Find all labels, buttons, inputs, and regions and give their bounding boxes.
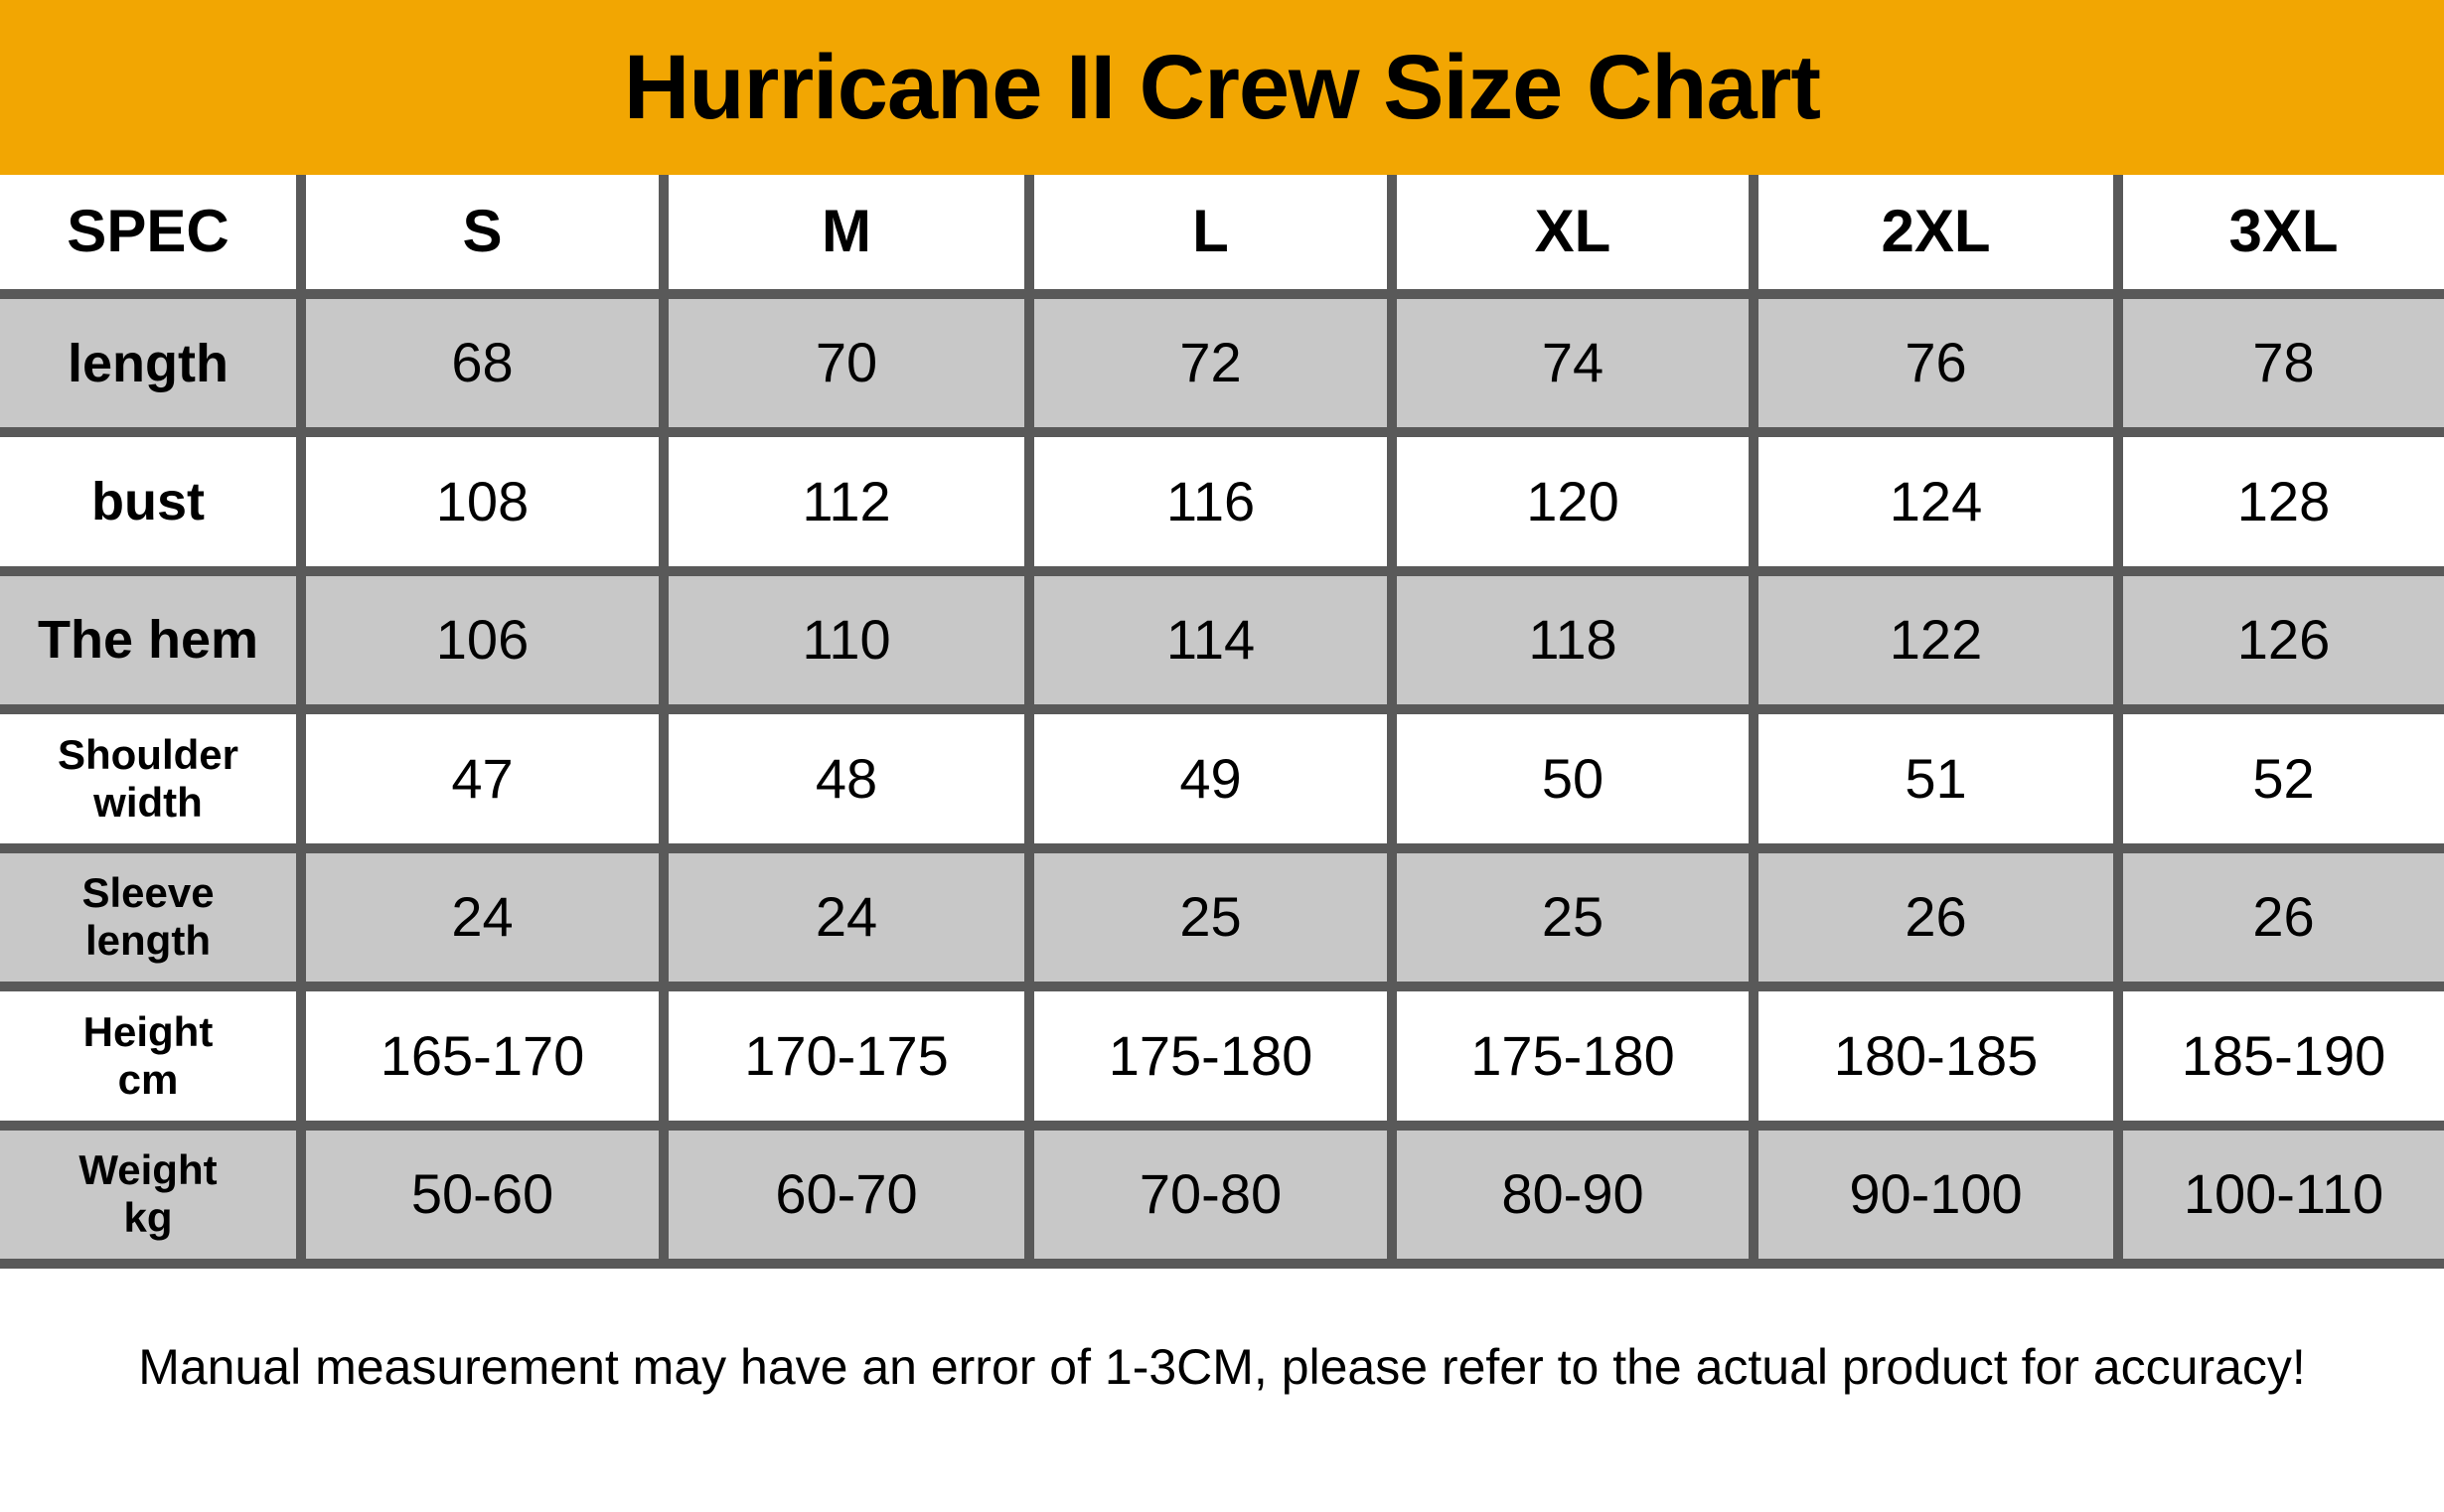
value-cell: 78 bbox=[2123, 299, 2444, 438]
value-cell: 175-180 bbox=[1034, 991, 1397, 1131]
value-cell: 51 bbox=[1758, 714, 2123, 853]
header-cell-3xl: 3XL bbox=[2123, 175, 2444, 299]
value-cell: 116 bbox=[1034, 437, 1397, 576]
table-row-shoulder-width: Shoulder width 47 48 49 50 51 52 bbox=[0, 714, 2444, 853]
value-cell: 50-60 bbox=[306, 1130, 669, 1269]
header-cell-2xl: 2XL bbox=[1758, 175, 2123, 299]
value-cell: 110 bbox=[669, 575, 1034, 715]
value-cell: 26 bbox=[2123, 852, 2444, 992]
table-row-weight: Weight kg 50-60 60-70 70-80 80-90 90-100… bbox=[0, 1130, 2444, 1269]
table-header-row: SPEC S M L XL 2XL 3XL bbox=[0, 175, 2444, 299]
value-cell: 70 bbox=[669, 299, 1034, 438]
row-label: The hem bbox=[0, 575, 306, 715]
table-row-height: Height cm 165-170 170-175 175-180 175-18… bbox=[0, 991, 2444, 1131]
row-label: Height cm bbox=[0, 991, 306, 1131]
value-cell: 70-80 bbox=[1034, 1130, 1397, 1269]
row-label: Shoulder width bbox=[0, 714, 306, 853]
value-cell: 165-170 bbox=[306, 991, 669, 1131]
value-cell: 72 bbox=[1034, 299, 1397, 438]
value-cell: 80-90 bbox=[1397, 1130, 1758, 1269]
value-cell: 50 bbox=[1397, 714, 1758, 853]
value-cell: 49 bbox=[1034, 714, 1397, 853]
table-row-sleeve-length: Sleeve length 24 24 25 25 26 26 bbox=[0, 852, 2444, 992]
value-cell: 24 bbox=[306, 852, 669, 992]
value-cell: 26 bbox=[1758, 852, 2123, 992]
row-label-line1: Weight bbox=[78, 1145, 218, 1193]
row-label: bust bbox=[0, 437, 306, 576]
value-cell: 90-100 bbox=[1758, 1130, 2123, 1269]
value-cell: 114 bbox=[1034, 575, 1397, 715]
header-cell-xl: XL bbox=[1397, 175, 1758, 299]
row-label-line2: width bbox=[93, 778, 203, 826]
value-cell: 47 bbox=[306, 714, 669, 853]
value-cell: 120 bbox=[1397, 437, 1758, 576]
measurement-note: Manual measurement may have an error of … bbox=[138, 1338, 2306, 1395]
table-row-hem: The hem 106 110 114 118 122 126 bbox=[0, 575, 2444, 715]
header-cell-l: L bbox=[1034, 175, 1397, 299]
row-label-line2: cm bbox=[117, 1055, 179, 1103]
value-cell: 128 bbox=[2123, 437, 2444, 576]
size-table: SPEC S M L XL 2XL 3XL length 68 70 72 74… bbox=[0, 175, 2444, 1269]
row-label: Weight kg bbox=[0, 1130, 306, 1269]
header-cell-spec: SPEC bbox=[0, 175, 306, 299]
title-banner: Hurricane II Crew Size Chart bbox=[0, 0, 2444, 175]
table-row-length: length 68 70 72 74 76 78 bbox=[0, 299, 2444, 438]
value-cell: 108 bbox=[306, 437, 669, 576]
value-cell: 48 bbox=[669, 714, 1034, 853]
value-cell: 60-70 bbox=[669, 1130, 1034, 1269]
value-cell: 185-190 bbox=[2123, 991, 2444, 1131]
value-cell: 25 bbox=[1034, 852, 1397, 992]
value-cell: 112 bbox=[669, 437, 1034, 576]
row-label-line1: Height bbox=[82, 1007, 214, 1055]
header-cell-s: S bbox=[306, 175, 669, 299]
page-title: Hurricane II Crew Size Chart bbox=[623, 36, 1821, 138]
table-row-bust: bust 108 112 116 120 124 128 bbox=[0, 437, 2444, 576]
row-label: Sleeve length bbox=[0, 852, 306, 992]
value-cell: 74 bbox=[1397, 299, 1758, 438]
row-label-line2: kg bbox=[123, 1194, 173, 1242]
value-cell: 124 bbox=[1758, 437, 2123, 576]
row-label-line1: Shoulder bbox=[57, 730, 238, 778]
value-cell: 76 bbox=[1758, 299, 2123, 438]
value-cell: 52 bbox=[2123, 714, 2444, 853]
value-cell: 68 bbox=[306, 299, 669, 438]
row-label-line1: Sleeve bbox=[81, 869, 215, 917]
value-cell: 24 bbox=[669, 852, 1034, 992]
header-cell-m: M bbox=[669, 175, 1034, 299]
value-cell: 100-110 bbox=[2123, 1130, 2444, 1269]
value-cell: 106 bbox=[306, 575, 669, 715]
value-cell: 175-180 bbox=[1397, 991, 1758, 1131]
value-cell: 122 bbox=[1758, 575, 2123, 715]
value-cell: 170-175 bbox=[669, 991, 1034, 1131]
value-cell: 25 bbox=[1397, 852, 1758, 992]
value-cell: 180-185 bbox=[1758, 991, 2123, 1131]
row-label: length bbox=[0, 299, 306, 438]
value-cell: 126 bbox=[2123, 575, 2444, 715]
value-cell: 118 bbox=[1397, 575, 1758, 715]
row-label-line2: length bbox=[85, 917, 211, 965]
